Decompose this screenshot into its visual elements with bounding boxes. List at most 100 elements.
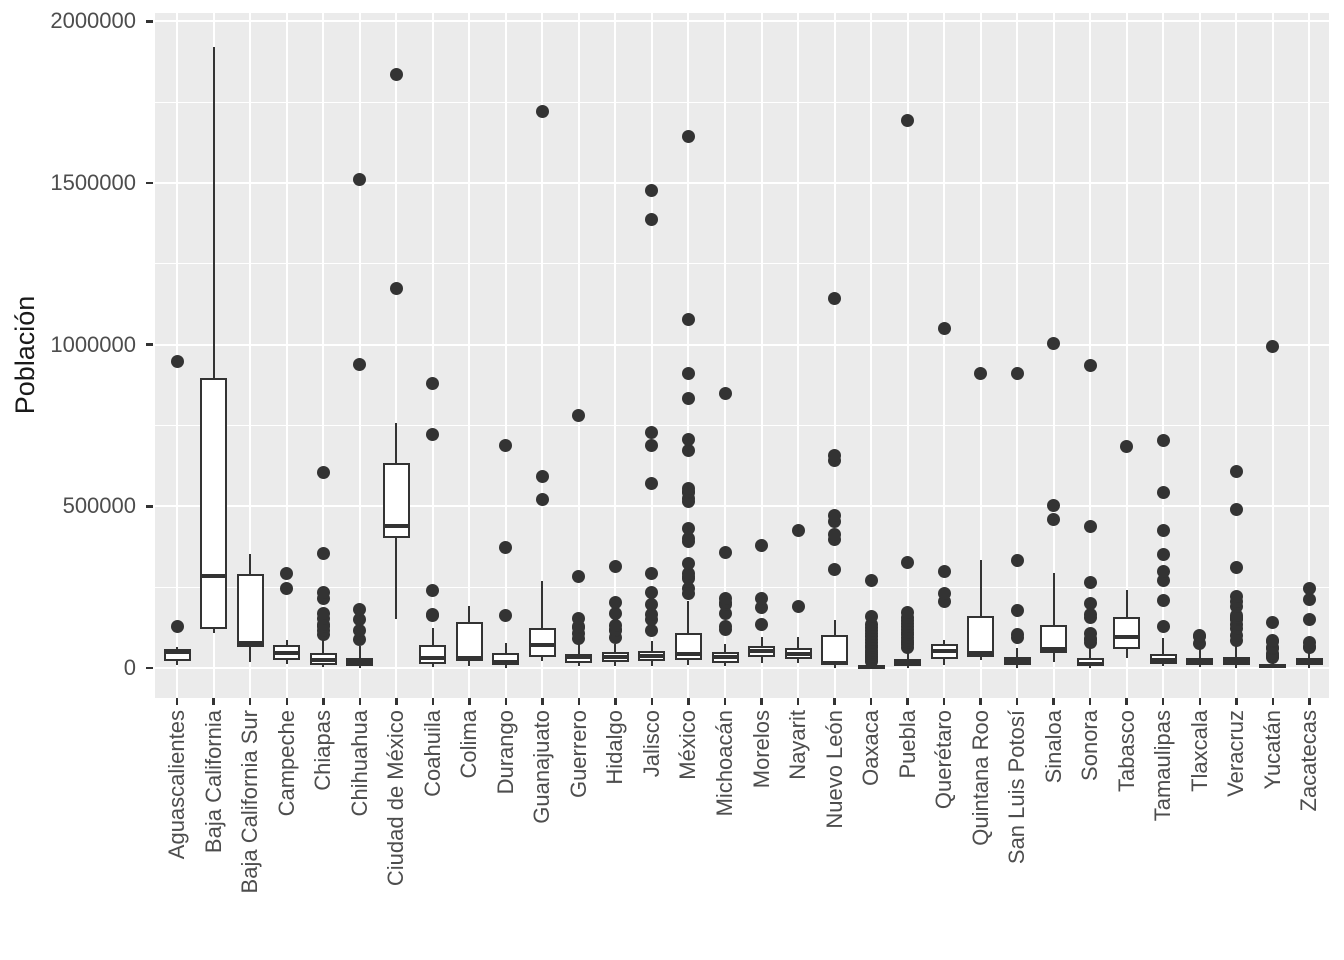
gridline-major-x: [1235, 13, 1238, 698]
gridline-major-x: [724, 13, 726, 698]
x-tick-label: Guerrero: [565, 710, 591, 799]
outlier-dot: [280, 567, 294, 581]
outlier-dot: [499, 540, 513, 554]
x-tick-mark: [212, 698, 215, 705]
gridline-major-x: [577, 13, 580, 698]
x-tick-mark: [796, 698, 800, 705]
y-tick-mark: [146, 343, 153, 346]
boxplot-median: [1113, 634, 1141, 639]
y-tick-label: 0: [123, 654, 136, 680]
outlier-dot: [1120, 440, 1134, 454]
x-tick-mark: [431, 698, 435, 705]
outlier-dot: [1010, 366, 1024, 380]
outlier-dot: [353, 602, 367, 616]
gridline-major-x: [833, 13, 836, 698]
x-tick-label: Sonora: [1077, 710, 1103, 781]
boxplot-median: [784, 652, 812, 657]
y-tick-mark: [146, 20, 153, 23]
outlier-dot: [1302, 581, 1316, 595]
y-tick-label: 500000: [62, 493, 136, 519]
x-tick-mark: [577, 698, 581, 705]
outlier-dot: [645, 598, 659, 612]
x-tick-mark: [906, 698, 909, 705]
gridline-major-y: [155, 343, 1329, 346]
outlier-dot: [1156, 620, 1170, 634]
outlier-dot: [681, 532, 695, 546]
x-tick-label: Colima: [456, 710, 482, 779]
gridline-minor-y: [155, 586, 1329, 588]
outlier-dot: [316, 547, 330, 560]
x-tick-mark: [833, 698, 836, 705]
x-tick-label: Sinaloa: [1040, 710, 1066, 784]
x-tick-label: Tabasco: [1113, 710, 1139, 792]
outlier-dot: [1266, 633, 1280, 647]
outlier-dot: [1010, 554, 1024, 568]
x-tick-label: Tlaxcala: [1186, 710, 1212, 792]
x-tick-label: Durango: [492, 710, 518, 795]
gridline-major-x: [468, 13, 471, 698]
x-tick-mark: [175, 698, 179, 705]
outlier-dot: [937, 565, 951, 579]
x-tick-mark: [1015, 698, 1019, 705]
outlier-dot: [791, 523, 805, 537]
outlier-dot: [572, 612, 586, 626]
outlier-dot: [681, 566, 695, 580]
outlier-dot: [1302, 612, 1316, 626]
x-tick-mark: [979, 698, 982, 705]
outlier-dot: [535, 469, 549, 483]
x-tick-label: Nuevo León: [821, 710, 847, 829]
x-tick-mark: [285, 698, 288, 705]
outlier-dot: [645, 439, 659, 453]
x-tick-mark: [1308, 698, 1311, 705]
boxplot-median: [967, 650, 995, 655]
boxplot-whisker: [1308, 648, 1311, 668]
outlier-dot: [718, 386, 732, 400]
outlier-dot: [681, 391, 695, 405]
boxplot-median: [1149, 657, 1177, 662]
gridline-minor-y: [155, 263, 1329, 265]
outlier-dot: [681, 129, 695, 143]
outlier-dot: [1047, 513, 1061, 527]
boxplot-whisker: [979, 559, 982, 661]
y-tick-mark: [146, 505, 153, 508]
x-tick-mark: [248, 698, 252, 705]
boxplot-median: [1076, 662, 1104, 667]
gridline-major-x: [504, 13, 507, 698]
outlier-dot: [353, 358, 367, 372]
gridline-major-x: [1016, 13, 1019, 698]
x-tick-label: Baja California: [200, 710, 226, 854]
outlier-dot: [755, 538, 769, 552]
x-tick-mark: [614, 698, 617, 705]
x-tick-label: Guanajuato: [529, 710, 555, 824]
x-tick-mark: [1271, 698, 1275, 705]
outlier-dot: [1229, 609, 1243, 623]
x-tick-mark: [723, 698, 727, 705]
boxplot-median: [200, 573, 228, 578]
outlier-dot: [828, 449, 842, 463]
x-tick-mark: [687, 698, 690, 705]
x-tick-label: Coahuila: [419, 710, 445, 797]
x-tick-mark: [395, 698, 398, 705]
outlier-dot: [280, 581, 294, 595]
outlier-dot: [937, 586, 951, 600]
outlier-dot: [1266, 616, 1280, 630]
gridline-major-x: [614, 13, 617, 698]
x-tick-mark: [322, 698, 325, 705]
outlier-dot: [499, 608, 513, 622]
outlier-dot: [1156, 548, 1170, 562]
x-tick-label: Puebla: [894, 710, 920, 779]
boxplot-median: [273, 650, 301, 655]
outlier-dot: [718, 591, 732, 605]
gridline-major-x: [650, 13, 653, 698]
boxplot-median: [419, 656, 447, 661]
boxplot-median: [1186, 659, 1214, 664]
x-tick-mark: [1088, 698, 1092, 705]
gridline-major-y: [155, 505, 1329, 508]
outlier-dot: [1193, 629, 1207, 643]
outlier-dot: [608, 607, 622, 621]
outlier-dot: [170, 354, 184, 368]
outlier-dot: [316, 585, 330, 599]
x-tick-label: Veracruz: [1223, 710, 1249, 797]
outlier-dot: [426, 607, 440, 621]
outlier-dot: [1083, 520, 1097, 534]
